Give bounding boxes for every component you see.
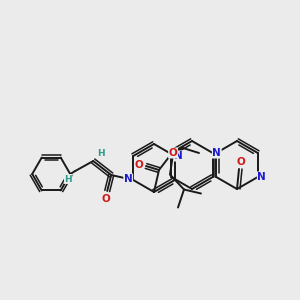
Text: O: O: [102, 194, 111, 204]
Text: N: N: [257, 172, 266, 182]
Text: N: N: [174, 151, 183, 161]
Text: H: H: [98, 149, 105, 158]
Text: N: N: [212, 148, 221, 158]
Text: N: N: [124, 174, 133, 184]
Text: H: H: [64, 175, 72, 184]
Text: O: O: [169, 148, 177, 158]
Text: O: O: [237, 157, 245, 167]
Text: O: O: [135, 160, 143, 170]
